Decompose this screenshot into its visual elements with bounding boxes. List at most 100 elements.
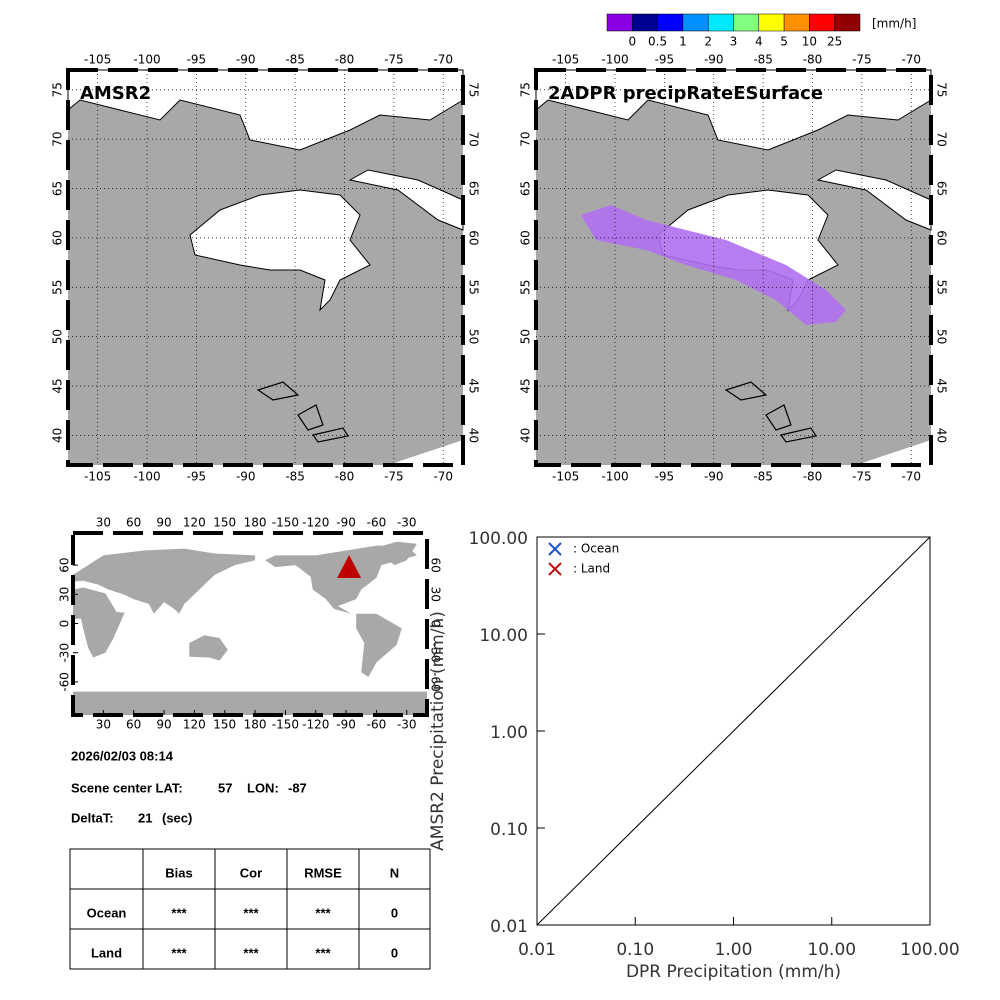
y-tick-label: 0.10 xyxy=(490,820,528,840)
colorbar-box xyxy=(606,13,633,32)
water xyxy=(388,440,463,465)
y-tick-label: 0 xyxy=(429,620,443,628)
colorbar-label: 3 xyxy=(730,35,738,49)
x-tick-label: -105 xyxy=(552,53,579,67)
x-tick-label: -70 xyxy=(901,53,921,67)
x-tick-label: -60 xyxy=(367,516,387,530)
legend-label: : Ocean xyxy=(573,542,619,556)
x-tick-label: -95 xyxy=(655,470,675,484)
x-tick-label: -90 xyxy=(336,516,356,530)
y-tick-label: 40 xyxy=(51,428,65,443)
x-tick-label: -150 xyxy=(272,516,299,530)
y-tick-label: 60 xyxy=(519,230,533,245)
y-tick-label: 40 xyxy=(935,428,949,443)
y-tick-label: 40 xyxy=(467,428,481,443)
x-tick-label: 30 xyxy=(96,516,111,530)
land xyxy=(73,587,125,658)
x-tick-label: -95 xyxy=(187,53,207,67)
lat-label: Scene center LAT: xyxy=(71,780,183,795)
x-tick-label: -100 xyxy=(133,470,160,484)
x-tick-label: -30 xyxy=(397,516,417,530)
y-tick-label: 60 xyxy=(467,230,481,245)
x-tick-label: -105 xyxy=(84,53,111,67)
y-tick-label: 45 xyxy=(467,378,481,393)
x-tick-label: -60 xyxy=(367,718,387,732)
legend-marker xyxy=(548,562,562,576)
x-tick-label: -100 xyxy=(133,53,160,67)
lake xyxy=(256,381,300,401)
x-tick-label: -95 xyxy=(187,470,207,484)
y-tick-label: 45 xyxy=(51,378,65,393)
x-tick-label: -75 xyxy=(852,53,872,67)
colorbar-label: 2 xyxy=(704,35,712,49)
x-tick-label: 180 xyxy=(244,516,267,530)
y-tick-label: 70 xyxy=(519,131,533,146)
y-tick-label: 60 xyxy=(935,230,949,245)
colorbar-box xyxy=(657,13,684,32)
x-tick-label: -80 xyxy=(335,470,355,484)
x-tick-label: -90 xyxy=(336,718,356,732)
colorbar-label: 1 xyxy=(679,35,687,49)
x-tick-label: -85 xyxy=(753,470,773,484)
x-tick-label: -80 xyxy=(335,53,355,67)
y-tick-label: -60 xyxy=(58,672,72,692)
x-tick-label: -75 xyxy=(384,470,404,484)
y-tick-label: 40 xyxy=(519,428,533,443)
x-tick-label: -95 xyxy=(655,53,675,67)
y-tick-label: 55 xyxy=(51,280,65,295)
land xyxy=(356,613,402,678)
y-tick-label: 50 xyxy=(467,329,481,344)
colorbar-box xyxy=(809,13,835,32)
x-tick-label: 1.00 xyxy=(715,940,753,960)
globe-frame xyxy=(71,531,429,717)
y-axis-label: AMSR2 Precipitation (mm/h) xyxy=(428,611,448,851)
x-tick-label: 120 xyxy=(183,516,206,530)
x-tick-label: 60 xyxy=(126,516,141,530)
y-tick-label: 0 xyxy=(58,620,72,628)
scene-marker xyxy=(337,555,362,579)
x-tick-label: -100 xyxy=(601,470,628,484)
y-tick-label: 1.00 xyxy=(490,723,528,743)
colorbar-box xyxy=(733,13,760,32)
colorbar-box xyxy=(834,13,861,32)
colorbar-box xyxy=(758,13,785,32)
one-to-one-line xyxy=(536,536,931,926)
land xyxy=(376,541,417,566)
y-tick-label: 70 xyxy=(467,131,481,146)
table-header: Bias xyxy=(165,865,192,880)
x-tick-label: -150 xyxy=(272,718,299,732)
map-frame xyxy=(534,68,933,467)
lat-value: 57 xyxy=(218,780,232,795)
y-tick-label: 0.01 xyxy=(490,917,528,937)
x-tick-label: -75 xyxy=(852,470,872,484)
legend-label: : Land xyxy=(573,562,610,576)
colorbar-box xyxy=(707,13,734,32)
x-tick-label: -75 xyxy=(384,53,404,67)
x-tick-label: 90 xyxy=(156,516,171,530)
y-tick-label: 50 xyxy=(51,329,65,344)
colorbar-label: 5 xyxy=(780,35,788,49)
y-tick-label: -30 xyxy=(429,643,443,663)
lake xyxy=(765,404,792,431)
x-tick-label: -80 xyxy=(803,470,823,484)
y-tick-label: 70 xyxy=(51,131,65,146)
colorbar-label: 0 xyxy=(628,35,636,49)
x-tick-label: -90 xyxy=(236,53,256,67)
x-tick-label: -70 xyxy=(901,470,921,484)
x-tick-label: -105 xyxy=(84,470,111,484)
x-tick-label: -100 xyxy=(601,53,628,67)
x-tick-label: 0.10 xyxy=(616,940,654,960)
y-tick-label: 30 xyxy=(58,587,72,602)
table-cell: 0 xyxy=(391,905,398,920)
x-tick-label: 120 xyxy=(183,718,206,732)
y-tick-label: 75 xyxy=(519,82,533,97)
y-tick-label: 45 xyxy=(519,378,533,393)
table-header: Cor xyxy=(240,865,262,880)
x-tick-label: 10.00 xyxy=(807,940,856,960)
x-tick-label: 0.01 xyxy=(518,940,556,960)
land xyxy=(265,545,417,614)
y-tick-label: 55 xyxy=(467,280,481,295)
water xyxy=(189,189,371,312)
lake xyxy=(311,427,349,443)
